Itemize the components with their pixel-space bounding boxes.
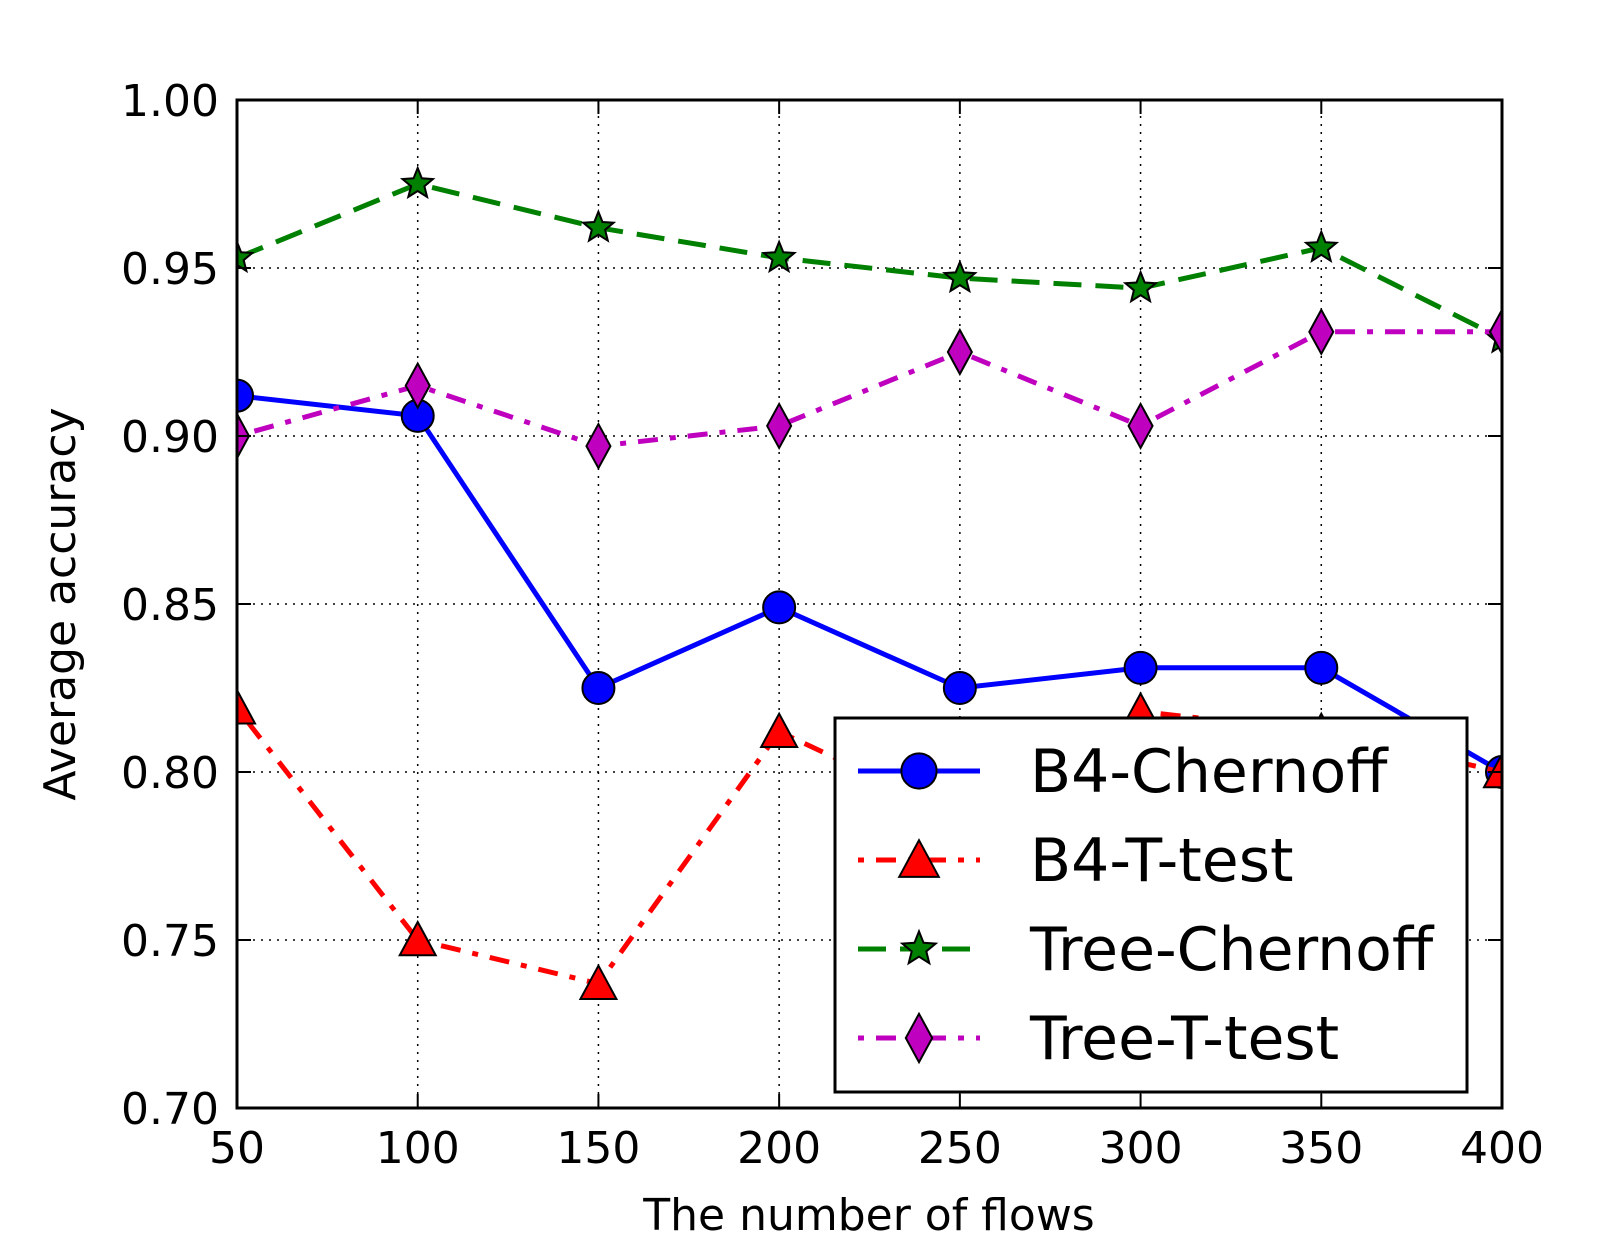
data-point-b4-t-test — [759, 711, 799, 748]
data-point-b4-chernoff — [581, 671, 616, 705]
data-point-b4-t-test — [237, 688, 257, 725]
legend: B4-Chernoff B4-T-test Tree-Chernoff Tree-T-… — [833, 716, 1469, 1094]
data-point-b4-t-test — [1482, 751, 1502, 789]
data-point-tree-t-test — [946, 327, 973, 377]
data-point-b4-chernoff — [237, 378, 254, 413]
data-point-tree-t-test — [1488, 307, 1502, 356]
legend-item-tree-t-test: Tree-T-test — [858, 1004, 1339, 1074]
data-point-tree-t-test — [585, 421, 612, 471]
data-point-b4-chernoff — [762, 590, 797, 625]
data-point-tree-t-test — [1308, 307, 1335, 356]
y-axis-title: Average accuracy — [35, 407, 86, 800]
legend-item-b4-t-test: B4-T-test — [858, 826, 1294, 896]
legend-swatch-marker — [904, 1011, 934, 1065]
legend-swatch-marker — [897, 838, 941, 878]
data-point-b4-chernoff — [1123, 650, 1158, 685]
data-point-tree-chernoff — [942, 259, 978, 294]
data-point-tree-chernoff — [761, 239, 797, 274]
data-point-tree-chernoff — [1303, 229, 1340, 264]
legend-swatch-marker — [900, 752, 938, 790]
series-line-b4-chernoff — [237, 393, 1502, 775]
series-line-tree-t-test — [237, 329, 1502, 449]
tick-labels: 50 100 150 200 250 300 350 400 0.70 0.75 0.80 0.85 0… — [121, 76, 1544, 1174]
legend-item-b4-chernoff: B4-Chernoff — [858, 737, 1389, 807]
series-line-tree-chernoff — [237, 181, 1502, 341]
legend-swatch-marker — [899, 928, 939, 966]
y-tick-label: 0.75 — [121, 916, 219, 967]
data-point-b4-t-test — [578, 963, 619, 1000]
y-tick-label: 0.80 — [121, 748, 219, 799]
y-tick-label: 0.70 — [121, 1084, 219, 1135]
y-tick-label: 0.90 — [121, 412, 219, 463]
legend-box — [833, 716, 1469, 1094]
x-tick-label: 150 — [556, 1123, 640, 1174]
x-tick-label: 400 — [1460, 1123, 1544, 1174]
data-point-tree-t-test — [1127, 401, 1154, 451]
data-point-tree-t-test — [404, 361, 431, 410]
y-tick-label: 0.95 — [121, 244, 219, 295]
legend-label: B4-Chernoff — [1030, 737, 1389, 807]
ticks — [236, 99, 1503, 1109]
data-point-tree-t-test — [766, 401, 793, 451]
x-tick-label: 350 — [1279, 1123, 1363, 1174]
legend-item-tree-chernoff: Tree-Chernoff — [858, 915, 1435, 985]
x-tick-label: 300 — [1099, 1123, 1183, 1174]
legend-label: B4-T-test — [1030, 826, 1294, 896]
data-point-tree-chernoff — [237, 239, 255, 274]
x-tick-label: 200 — [737, 1123, 821, 1174]
series-line-b4-t-test — [237, 706, 1502, 987]
legend-label: Tree-T-test — [1029, 1004, 1339, 1074]
data-point-b4-t-test — [398, 919, 438, 957]
legend-label: Tree-Chernoff — [1029, 915, 1435, 985]
y-tick-label: 1.00 — [121, 76, 219, 127]
series-tree-t-test — [237, 307, 1502, 471]
y-tick-label: 0.85 — [121, 580, 219, 631]
x-tick-label: 100 — [376, 1123, 460, 1174]
data-point-b4-chernoff — [942, 671, 977, 705]
data-point-tree-chernoff — [1122, 269, 1159, 304]
x-axis-title: The number of flows — [642, 1190, 1094, 1241]
series-b4-chernoff — [237, 378, 1502, 789]
series-layer — [237, 165, 1502, 1000]
data-point-b4-chernoff — [1304, 650, 1339, 685]
data-point-tree-chernoff — [399, 165, 436, 200]
x-tick-label: 50 — [209, 1123, 265, 1174]
x-tick-label: 250 — [918, 1123, 1002, 1174]
data-point-tree-chernoff — [580, 208, 617, 243]
